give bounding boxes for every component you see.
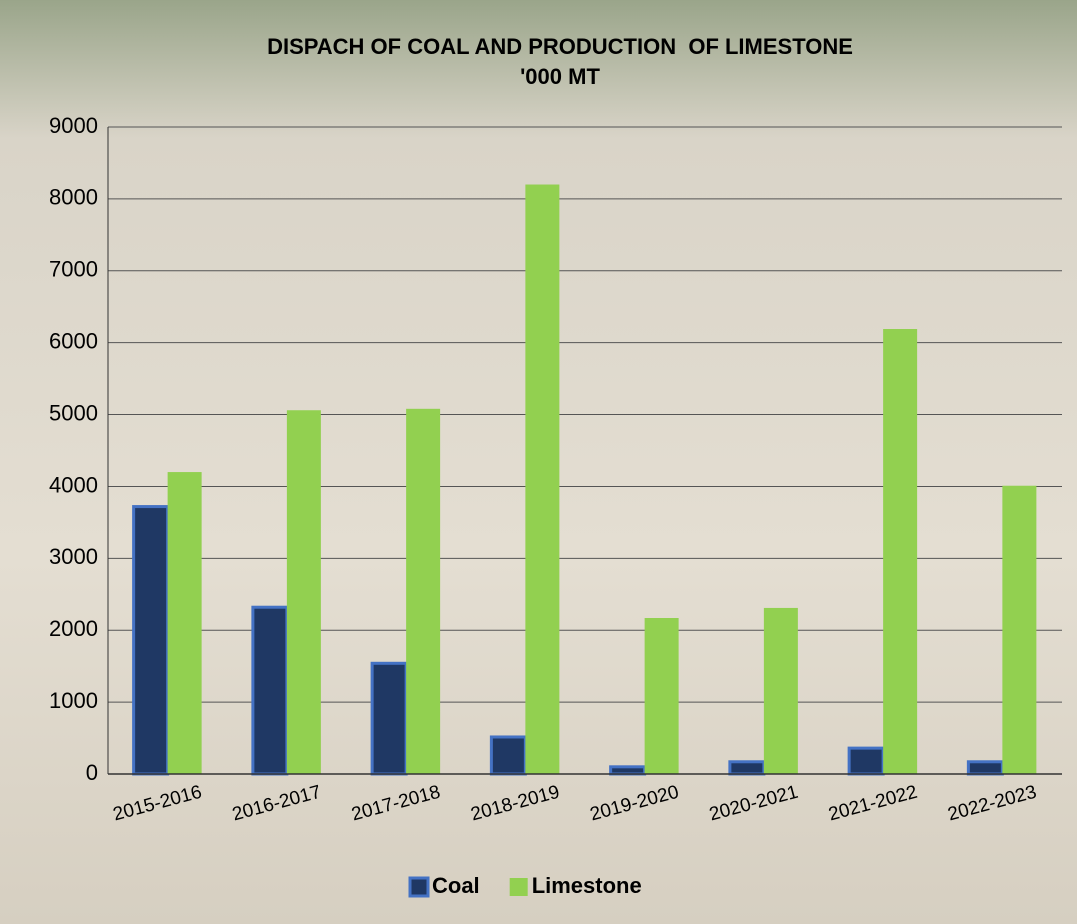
bar [251, 605, 289, 776]
chart-subtitle: '000 MT [520, 64, 600, 89]
y-tick-label: 5000 [49, 400, 98, 425]
bar [406, 408, 441, 774]
legend-label: Limestone [532, 873, 642, 898]
y-tick-label: 6000 [49, 328, 98, 353]
bar [167, 472, 202, 774]
bar [370, 661, 408, 776]
bar [489, 735, 527, 776]
y-tick-label: 2000 [49, 616, 98, 641]
y-tick-label: 8000 [49, 185, 98, 210]
bar [609, 765, 647, 776]
bar [728, 760, 766, 776]
legend-label: Coal [432, 873, 480, 898]
y-tick-label: 4000 [49, 472, 98, 497]
y-tick-label: 1000 [49, 688, 98, 713]
y-tick-label: 9000 [49, 113, 98, 138]
y-tick-label: 3000 [49, 544, 98, 569]
legend-swatch [509, 878, 528, 896]
bar [966, 760, 1004, 776]
y-tick-label: 0 [86, 760, 98, 785]
bar [883, 329, 918, 774]
bar [644, 618, 679, 774]
y-tick-label: 7000 [49, 257, 98, 282]
chart-title: DISPACH OF COAL AND PRODUCTION OF LIMEST… [267, 34, 853, 59]
bar [525, 184, 560, 774]
bar [132, 505, 170, 776]
bar [763, 607, 798, 774]
bar [847, 746, 885, 776]
bar [1002, 485, 1037, 774]
bar [286, 410, 321, 774]
legend-swatch [408, 876, 430, 898]
